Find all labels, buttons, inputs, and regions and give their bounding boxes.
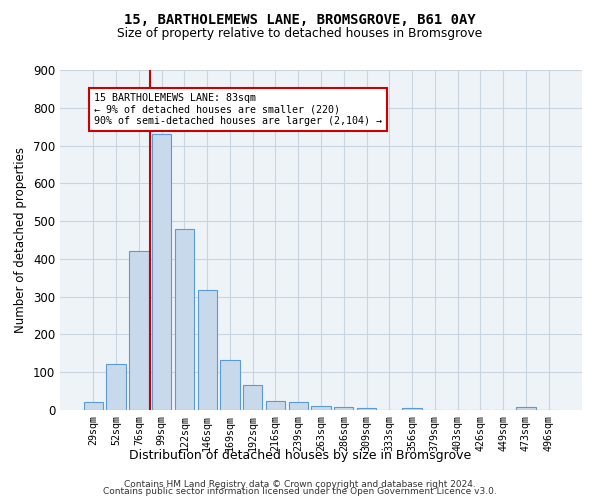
- Bar: [243, 384, 262, 410]
- Bar: [84, 402, 103, 410]
- Bar: [289, 402, 308, 410]
- Bar: [403, 408, 422, 410]
- Text: Contains public sector information licensed under the Open Government Licence v3: Contains public sector information licen…: [103, 488, 497, 496]
- Text: 15 BARTHOLEMEWS LANE: 83sqm
← 9% of detached houses are smaller (220)
90% of sem: 15 BARTHOLEMEWS LANE: 83sqm ← 9% of deta…: [94, 92, 382, 126]
- Bar: [311, 406, 331, 410]
- Bar: [357, 408, 376, 410]
- Text: Distribution of detached houses by size in Bromsgrove: Distribution of detached houses by size …: [129, 448, 471, 462]
- Bar: [516, 407, 536, 410]
- Text: Size of property relative to detached houses in Bromsgrove: Size of property relative to detached ho…: [118, 28, 482, 40]
- Bar: [266, 400, 285, 410]
- Bar: [175, 228, 194, 410]
- Y-axis label: Number of detached properties: Number of detached properties: [14, 147, 28, 333]
- Text: Contains HM Land Registry data © Crown copyright and database right 2024.: Contains HM Land Registry data © Crown c…: [124, 480, 476, 489]
- Bar: [197, 290, 217, 410]
- Bar: [220, 360, 239, 410]
- Bar: [152, 134, 172, 410]
- Bar: [334, 406, 353, 410]
- Bar: [106, 364, 126, 410]
- Text: 15, BARTHOLEMEWS LANE, BROMSGROVE, B61 0AY: 15, BARTHOLEMEWS LANE, BROMSGROVE, B61 0…: [124, 12, 476, 26]
- Bar: [129, 252, 149, 410]
